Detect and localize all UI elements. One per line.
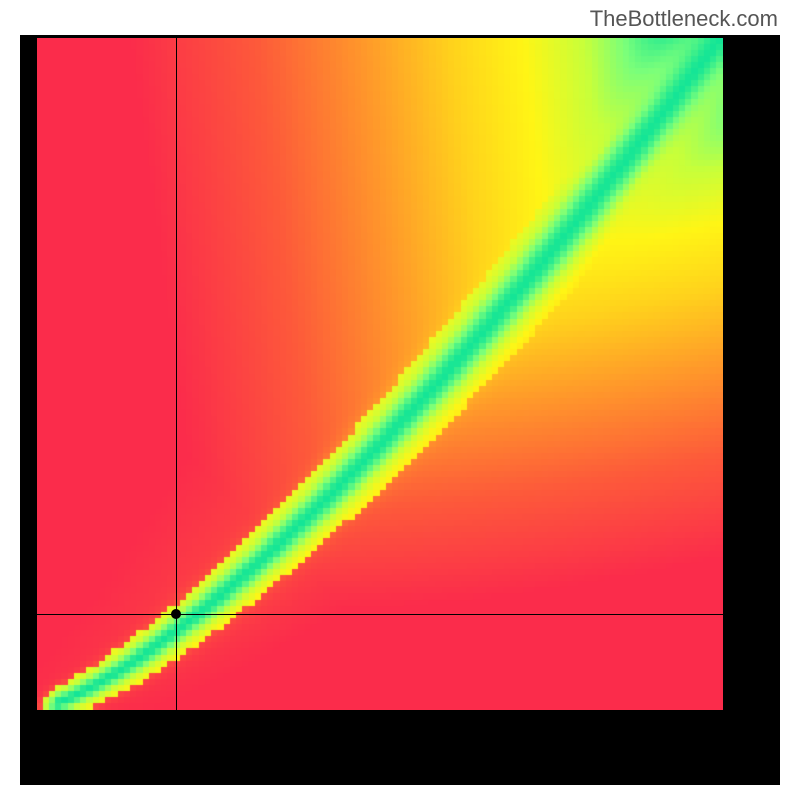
data-point-marker [171,609,181,619]
bottleneck-heatmap [37,38,723,710]
figure-container: TheBottleneck.com [0,0,800,800]
watermark-text: TheBottleneck.com [590,6,778,32]
crosshair-horizontal [37,614,723,615]
